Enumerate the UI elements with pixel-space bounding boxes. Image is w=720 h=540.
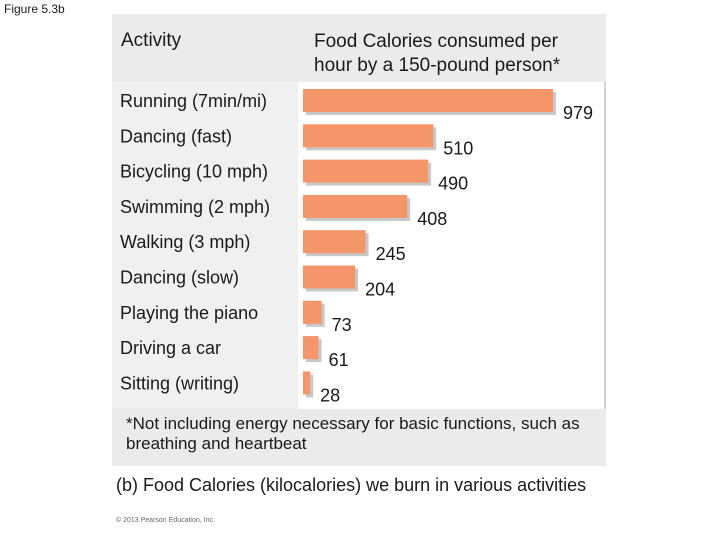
chart-right-border <box>604 82 606 409</box>
value-label: 61 <box>329 350 349 370</box>
category-label: Bicycling (10 mph) <box>120 162 268 182</box>
activity-column-background <box>112 82 298 409</box>
bar <box>303 265 356 289</box>
value-label: 73 <box>332 315 352 335</box>
category-label: Dancing (fast) <box>120 126 232 146</box>
value-label: 245 <box>376 244 406 264</box>
category-label: Sitting (writing) <box>120 373 239 393</box>
bar <box>303 194 408 218</box>
category-label: Dancing (slow) <box>120 268 239 288</box>
value-label: 204 <box>365 280 395 300</box>
category-label: Swimming (2 mph) <box>120 197 270 217</box>
bar <box>303 159 429 183</box>
figure-label: Figure 5.3b <box>4 2 65 16</box>
activity-column-header: Activity <box>121 30 182 51</box>
value-label: 490 <box>438 174 468 194</box>
bar <box>303 230 366 254</box>
category-label: Driving a car <box>120 338 221 358</box>
footnote: *Not including energy necessary for basi… <box>126 414 580 453</box>
figure-caption: (b) Food Calories (kilocalories) we burn… <box>116 475 587 495</box>
value-label: 28 <box>320 385 340 405</box>
category-label: Running (7min/mi) <box>120 91 267 111</box>
value-label: 510 <box>443 138 473 158</box>
category-label: Playing the piano <box>120 303 258 323</box>
calories-column-header: Food Calories consumed per hour by a 150… <box>314 31 561 76</box>
bar <box>303 89 553 112</box>
copyright-notice: © 2013 Pearson Education, Inc. <box>116 517 215 524</box>
value-label: 979 <box>563 103 593 123</box>
bar <box>303 124 434 148</box>
bar <box>303 371 311 395</box>
bar <box>303 336 319 360</box>
value-label: 408 <box>417 209 447 229</box>
category-label: Walking (3 mph) <box>120 232 250 252</box>
bar <box>303 300 322 324</box>
footnote-background <box>112 409 606 466</box>
header-background <box>112 14 606 82</box>
